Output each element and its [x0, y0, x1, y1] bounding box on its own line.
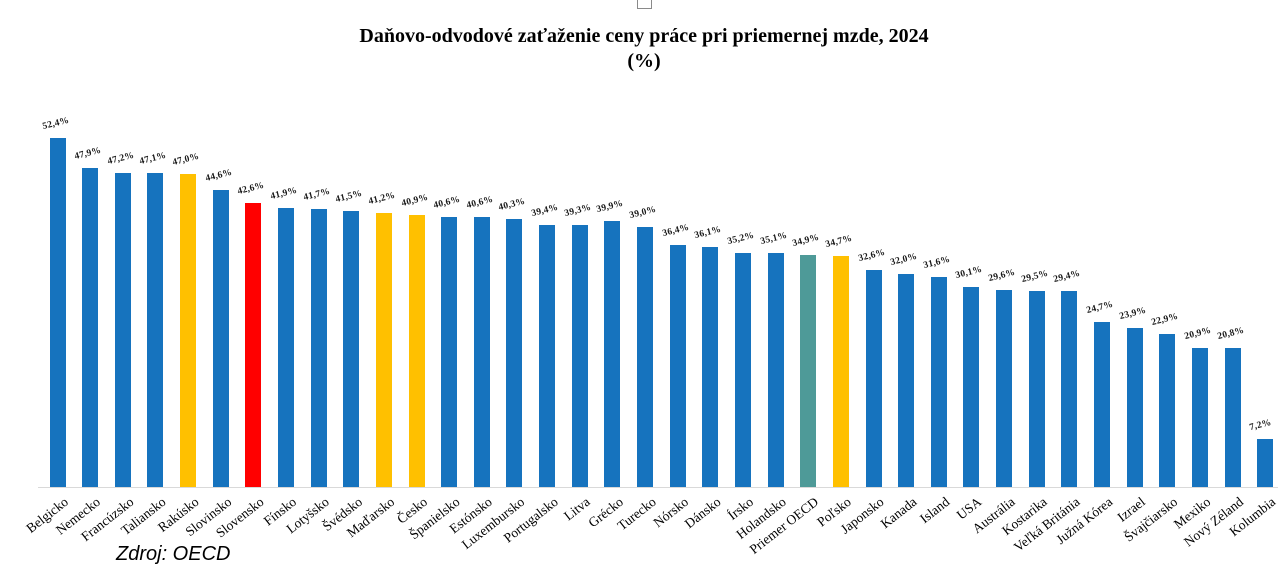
bar-value-label-kostarika: 29,5% [1020, 268, 1050, 285]
bar-value-label-australia: 29,6% [987, 267, 1017, 284]
bar-turecko [637, 227, 654, 487]
bar-value-label-velka-britania: 29,4% [1052, 268, 1082, 286]
bar-nemecko [82, 167, 99, 487]
bar-island [930, 276, 947, 487]
chart-title: Daňovo-odvodové zaťaženie ceny práce pri… [0, 24, 1288, 74]
bar-value-label-irsko: 35,2% [726, 230, 756, 247]
bar-slovensko [245, 203, 262, 487]
bar-value-label-japonsko: 32,6% [857, 247, 886, 264]
bar-kanada [898, 273, 915, 487]
bar-izrael [1126, 327, 1143, 487]
bar-value-label-cesko: 40,9% [400, 192, 429, 209]
bar-lotyssko [310, 209, 327, 487]
bar-value-label-svedsko: 41,5% [334, 188, 364, 205]
bar-svajciarsko [1159, 334, 1176, 487]
bar-grecko [604, 221, 621, 487]
chart-title-line1: Daňovo-odvodové zaťaženie ceny práce pri… [359, 25, 929, 47]
bar-estonsko [473, 216, 490, 487]
bar-value-label-luxembursko: 40,3% [498, 196, 527, 213]
bar-value-label-izrael: 23,9% [1118, 305, 1147, 322]
bar-value-label-francuzsko: 47,2% [106, 150, 136, 167]
bar-value-label-mexiko: 20,9% [1183, 325, 1213, 342]
bar-velka-britania [1061, 291, 1078, 487]
bar-taliansko [147, 173, 164, 487]
bar-value-label-priemer-oecd: 34,9% [791, 232, 821, 249]
bar-value-label-svajciarsko: 22,9% [1150, 312, 1180, 329]
bar-polsko [832, 255, 849, 487]
bar-kolumbia [1257, 439, 1274, 487]
bar-value-label-holandsko: 35,1% [759, 230, 788, 248]
bar-value-label-juzna-korea: 24,7% [1085, 300, 1115, 317]
x-axis-label-island: Island [916, 494, 953, 527]
x-axis-label-norsko: Nórsko [650, 494, 691, 531]
bar-value-label-taliansko: 47,1% [138, 151, 168, 168]
bar-juzna-korea [1093, 322, 1110, 487]
bar-holandsko [767, 253, 784, 487]
bar-spanielsko [441, 216, 458, 487]
bar-kostarika [1028, 290, 1045, 487]
bar-japonsko [865, 269, 882, 487]
bar-value-label-portugalsko: 39,4% [530, 202, 560, 219]
bar-francuzsko [114, 172, 131, 487]
bar-irsko [734, 252, 751, 487]
bar-value-label-turecko: 39,0% [628, 204, 658, 222]
bar-slovinsko [212, 189, 229, 487]
bar-norsko [669, 244, 686, 487]
bar-value-label-estonsko: 40,6% [465, 194, 495, 211]
bar-value-label-slovinsko: 44,6% [204, 167, 234, 184]
bar-portugalsko [539, 224, 556, 487]
bar-luxembursko [506, 218, 523, 487]
bar-priemer-oecd [800, 254, 817, 487]
bar-svedsko [343, 210, 360, 487]
chart-title-line2: (%) [627, 50, 661, 72]
x-axis-label-kanada: Kanada [877, 494, 920, 532]
bar-novy-zeland [1224, 348, 1241, 487]
bar-usa [963, 286, 980, 487]
bar-dansko [702, 246, 719, 487]
x-axis-label-dansko: Dánsko [681, 494, 724, 532]
bar-belgicko [49, 138, 66, 487]
bar-value-label-finsko: 41,9% [269, 185, 299, 202]
bar-madarsko [375, 212, 392, 487]
bar-rakusko [180, 173, 197, 487]
bar-value-label-madarsko: 41,2% [367, 190, 397, 207]
bar-cesko [408, 214, 425, 487]
bar-value-label-rakusko: 47,0% [171, 151, 201, 168]
bar-value-label-island: 31,6% [922, 254, 952, 271]
bar-value-label-grecko: 39,9% [595, 199, 625, 216]
bar-value-label-belgicko: 52,4% [41, 115, 70, 133]
bar-finsko [277, 207, 294, 487]
bar-value-label-kolumbia: 7,2% [1248, 417, 1273, 434]
bar-value-label-norsko: 36,4% [661, 222, 690, 239]
bar-value-label-slovensko: 42,6% [236, 181, 266, 198]
bar-value-label-dansko: 36,1% [693, 224, 723, 241]
source-note: Zdroj: OECD [116, 543, 231, 565]
bar-value-label-spanielsko: 40,6% [432, 194, 462, 211]
broken-image-icon [637, 0, 652, 9]
bar-value-label-lotyssko: 41,7% [302, 187, 331, 204]
x-axis-line [38, 487, 1278, 488]
bar-value-label-litva: 39,3% [563, 202, 593, 220]
bar-mexiko [1191, 347, 1208, 487]
bar-value-label-nemecko: 47,9% [73, 145, 103, 162]
bar-value-label-novy-zeland: 20,8% [1216, 326, 1245, 343]
bar-value-label-polsko: 34,7% [824, 233, 854, 250]
bar-australia [996, 289, 1013, 487]
bar-value-label-kanada: 32,0% [889, 251, 919, 268]
bar-value-label-usa: 30,1% [954, 264, 984, 281]
bar-litva [571, 225, 588, 487]
